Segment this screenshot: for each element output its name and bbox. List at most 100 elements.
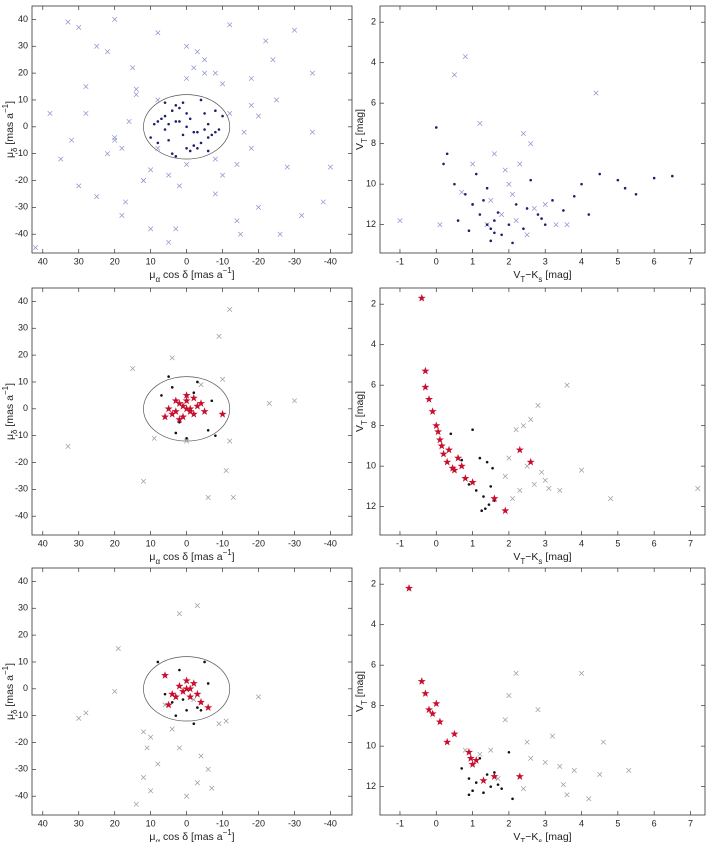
label-part: cos δ [mas a (160, 551, 223, 563)
label-part: V (354, 425, 366, 432)
x-tick-label: 10 (146, 818, 156, 828)
label-part: T (520, 557, 525, 566)
axis-label: VT−Ks [mag] (513, 551, 571, 566)
dot-point (652, 176, 656, 180)
y-tick-label: -20 (15, 175, 28, 185)
cross-point (212, 191, 218, 197)
cross-point (115, 645, 121, 652)
dot-point (192, 391, 196, 395)
cross-point (148, 788, 154, 794)
axis-label: μα cos δ [mas a−1] (149, 548, 234, 566)
cross-point (166, 239, 172, 245)
dot-point (485, 773, 489, 776)
dot-point (203, 112, 206, 115)
cross-point (176, 745, 182, 751)
x-tick-label: 5 (615, 538, 620, 548)
x-tick-label: -10 (216, 818, 229, 828)
cross-point (205, 766, 211, 772)
cross-point (531, 205, 537, 212)
cross-point (462, 54, 468, 60)
cross-point (248, 145, 254, 151)
star-point (164, 700, 173, 709)
cross-point (155, 97, 161, 103)
y-tick-label: 20 (18, 349, 28, 359)
dot-point (500, 787, 503, 790)
plot-frame (31, 5, 353, 254)
label-part: −1 (1, 385, 10, 395)
y-tick-label: 20 (18, 67, 28, 77)
x-tick-label: 10 (146, 256, 156, 266)
x-tick-label: 20 (110, 256, 120, 266)
cross-point (528, 417, 534, 423)
cross-point (560, 782, 566, 788)
axis-label: VT [mag] (354, 391, 369, 432)
star-point (435, 717, 444, 726)
dot-point (196, 130, 199, 134)
dot-point (460, 767, 464, 770)
label-part: cos δ [mas a (160, 269, 223, 281)
cross-point (248, 75, 254, 82)
label-part: ] (232, 551, 235, 563)
cross-point (528, 141, 534, 147)
cross-point (597, 771, 603, 778)
dot-point (467, 483, 471, 486)
cross-point (76, 24, 82, 31)
y-tick-label: 0 (23, 403, 28, 413)
star-point (432, 699, 441, 708)
y-tick-label: 40 (18, 576, 28, 586)
y-tick-label: 2 (371, 299, 376, 309)
cross-point (255, 113, 262, 119)
cross-point (327, 164, 333, 170)
x-tick-label: 40 (38, 818, 48, 828)
star-point (450, 466, 459, 474)
cross-point (155, 30, 161, 36)
y-tick-label: -40 (15, 511, 28, 521)
y-tick-label: -30 (15, 202, 28, 212)
dot-point (480, 509, 483, 513)
star-point (161, 412, 170, 421)
label-part: δ (10, 147, 19, 152)
star-point (434, 427, 443, 436)
star-point (182, 391, 191, 399)
dot-point (507, 223, 511, 226)
star-point (464, 748, 473, 756)
plot-frame (31, 567, 353, 816)
cross-point (76, 715, 82, 721)
dot-point (474, 781, 478, 784)
x-tick-label: -1 (396, 256, 404, 266)
x-tick-label: 7 (688, 538, 693, 548)
x-tick-label: 30 (74, 538, 84, 548)
label-part: V (513, 551, 520, 563)
cross-point (216, 721, 222, 727)
star-point (193, 401, 202, 410)
cross-point (33, 245, 39, 251)
x-tick-label: 30 (74, 818, 84, 828)
dot-point (511, 797, 514, 801)
star-point (428, 407, 437, 415)
x-tick-label: -30 (288, 256, 301, 266)
cross-point (169, 355, 175, 361)
y-tick-label: 30 (18, 323, 28, 333)
cross-point (104, 151, 111, 157)
cross-point (477, 751, 483, 757)
cross-point (234, 218, 240, 224)
dot-point (178, 120, 181, 123)
dot-point (456, 219, 460, 222)
axis-label: VT−Ks [mag] (513, 269, 571, 284)
star-point (515, 445, 524, 454)
cross-point (557, 487, 563, 494)
cross-point (227, 22, 233, 28)
star-point (182, 396, 191, 405)
star-point (450, 729, 459, 738)
y-tick-label: 8 (371, 420, 376, 430)
label-part: T (520, 837, 525, 842)
cross-point (546, 485, 552, 491)
dot-point (174, 431, 178, 435)
label-part: [mag] (354, 391, 366, 420)
label-part: μ (4, 152, 16, 158)
cross-point (176, 183, 182, 189)
cross-point (535, 402, 541, 408)
label-part: s (538, 557, 542, 566)
